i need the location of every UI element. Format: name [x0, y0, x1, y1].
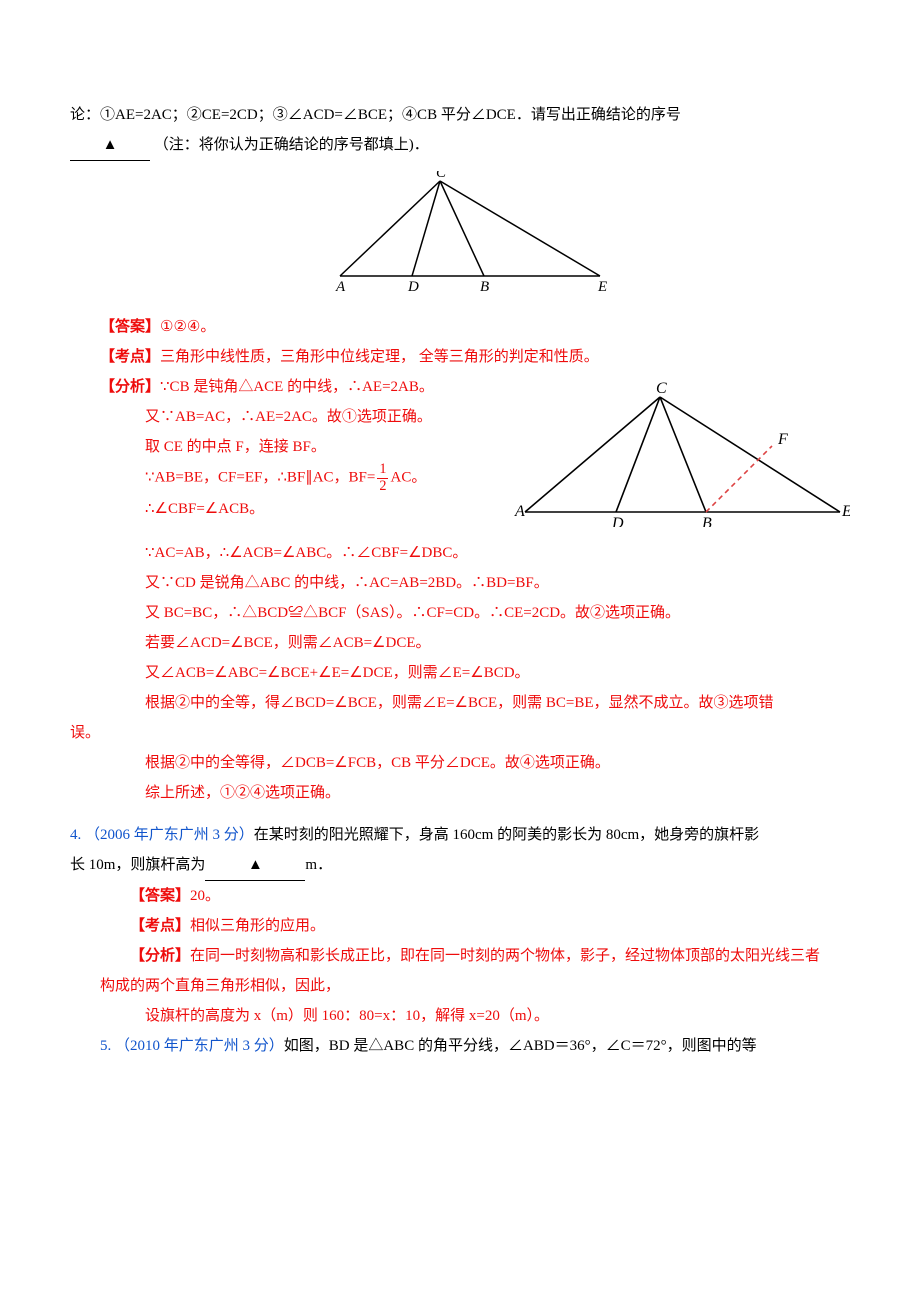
svg-text:B: B [480, 279, 489, 291]
svg-text:D: D [611, 515, 624, 527]
q4-blank: ▲ [205, 850, 305, 881]
answer-label: 【答案】 [100, 319, 160, 335]
svg-text:E: E [597, 279, 607, 291]
fraction-half: 12 [377, 462, 388, 494]
svg-text:F: F [777, 431, 788, 448]
q4-kaodian: 【考点】相似三角形的应用。 [70, 911, 850, 941]
q4-fenxi-l1-wrap: 【分析】在同一时刻物高和影长成正比，即在同一时刻的两个物体，影子，经过物体顶部的… [70, 941, 850, 971]
q4-text1: 在某时刻的阳光照耀下，身高 160cm 的阿美的影长为 80cm，她身旁的旗杆影 [254, 827, 759, 843]
q3-fenxi-l2: 又∵AB=AC，∴AE=2AC。故①选项正确。 [70, 402, 500, 432]
q3-blank: ▲ [70, 130, 150, 161]
q3-fenxi-l1: 【分析】∵CB 是钝角△ACE 的中线，∴AE=2AB。 [70, 372, 500, 402]
svg-text:D: D [407, 279, 419, 291]
q3-fenxi-l6: ∵AC=AB，∴∠ACB=∠ABC。∴∠CBF=∠DBC。 [70, 538, 850, 568]
kaodian-label: 【考点】 [100, 349, 160, 365]
q3-fenxi-l12: 根据②中的全等得，∠DCB=∠FCB，CB 平分∠DCE。故④选项正确。 [70, 748, 850, 778]
q3-fenxi-l8: 又 BC=BC，∴△BCD≌△BCF（SAS）。∴CF=CD。∴CE=2CD。故… [70, 598, 850, 628]
answer-text: ①②④。 [160, 319, 215, 335]
svg-text:A: A [335, 279, 346, 291]
q3-fenxi-l4b: AC。 [390, 470, 426, 486]
q4-kaodian-text: 相似三角形的应用。 [190, 918, 325, 934]
svg-text:C: C [656, 382, 667, 397]
q4-text2b: m． [305, 857, 332, 873]
q4-num: 4. [70, 827, 81, 843]
q4-answer: 【答案】20。 [70, 881, 850, 911]
q4-fenxi-label: 【分析】 [130, 948, 190, 964]
q4-kaodian-label: 【考点】 [130, 918, 190, 934]
svg-text:A: A [514, 503, 525, 520]
fenxi-label: 【分析】 [100, 379, 160, 395]
q5-num: 5. [100, 1038, 111, 1054]
triangle-figure-2: A D B E C F [510, 382, 850, 527]
kaodian-text: 三角形中线性质，三角形中位线定理， 全等三角形的判定和性质。 [160, 349, 599, 365]
q3-answer: 【答案】①②④。 [70, 312, 850, 342]
fenxi-text-l1: ∵CB 是钝角△ACE 的中线，∴AE=2AB。 [160, 379, 434, 395]
q5-src: （2010 年广东广州 3 分） [115, 1038, 284, 1054]
svg-text:E: E [841, 503, 850, 520]
spacer [70, 808, 850, 820]
q3-fenxi-l3: 取 CE 的中点 F，连接 BF。 [70, 432, 500, 462]
q4-text2a: 长 10m，则旗杆高为 [70, 857, 205, 873]
q4-line1: 4. （2006 年广东广州 3 分）在某时刻的阳光照耀下，身高 160cm 的… [70, 820, 850, 850]
q3-fenxi-l10: 又∠ACB=∠ABC=∠BCE+∠E=∠DCE，则需∠E=∠BCD。 [70, 658, 850, 688]
q5-line1: 5. （2010 年广东广州 3 分）如图，BD 是△ABC 的角平分线，∠AB… [70, 1031, 850, 1061]
q5-text: 如图，BD 是△ABC 的角平分线，∠ABD＝36°，∠C＝72°，则图中的等 [284, 1038, 757, 1054]
q3-kaodian: 【考点】三角形中线性质，三角形中位线定理， 全等三角形的判定和性质。 [70, 342, 850, 372]
q3-fenxi-l11: 根据②中的全等，得∠BCD=∠BCE，则需∠E=∠BCE，则需 BC=BE，显然… [70, 688, 850, 718]
q3-cont-line1: 论：①AE=2AC；②CE=2CD；③∠ACD=∠BCE；④CB 平分∠DCE．… [70, 100, 850, 130]
q3-fenxi-l13: 综上所述，①②④选项正确。 [70, 778, 850, 808]
q3-cont-line2: ▲ （注：将你认为正确结论的序号都填上)． [70, 130, 850, 161]
q4-fenxi-l1: 在同一时刻物高和影长成正比，即在同一时刻的两个物体，影子，经过物体顶部的太阳光线… [190, 948, 820, 964]
svg-text:C: C [436, 171, 447, 181]
q3-fenxi-l11b: 误。 [70, 718, 850, 748]
q3-figure2-wrap: A D B E C F [500, 372, 850, 538]
svg-text:B: B [702, 515, 712, 527]
q3-figure1: A D B E C [70, 171, 850, 302]
triangle-figure-1: A D B E C [310, 171, 610, 291]
q3-fenxi-l4a: ∵AB=BE，CF=EF，∴BF∥AC，BF= [145, 470, 375, 486]
q3-fenxi-l7: 又∵CD 是锐角△ABC 的中线，∴AC=AB=2BD。∴BD=BF。 [70, 568, 850, 598]
q4-src: （2006 年广东广州 3 分） [85, 827, 254, 843]
q4-answer-text: 20。 [190, 888, 220, 904]
q3-fenxi-l4: ∵AB=BE，CF=EF，∴BF∥AC，BF=12AC。 [70, 462, 500, 494]
q3-fenxi-l9: 若要∠ACD=∠BCE，则需∠ACB=∠DCE。 [70, 628, 850, 658]
q4-line2: 长 10m，则旗杆高为▲m． [70, 850, 850, 881]
q3-cont-line2-after: （注：将你认为正确结论的序号都填上)． [154, 137, 429, 153]
q4-fenxi-l3: 设旗杆的高度为 x（m）则 160：80=x：10，解得 x=20（m）。 [70, 1001, 850, 1031]
q4-answer-label: 【答案】 [130, 888, 190, 904]
q3-fenxi-l5: ∴∠CBF=∠ACB。 [70, 494, 500, 524]
q4-fenxi-l2: 构成的两个直角三角形相似，因此， [70, 971, 850, 1001]
